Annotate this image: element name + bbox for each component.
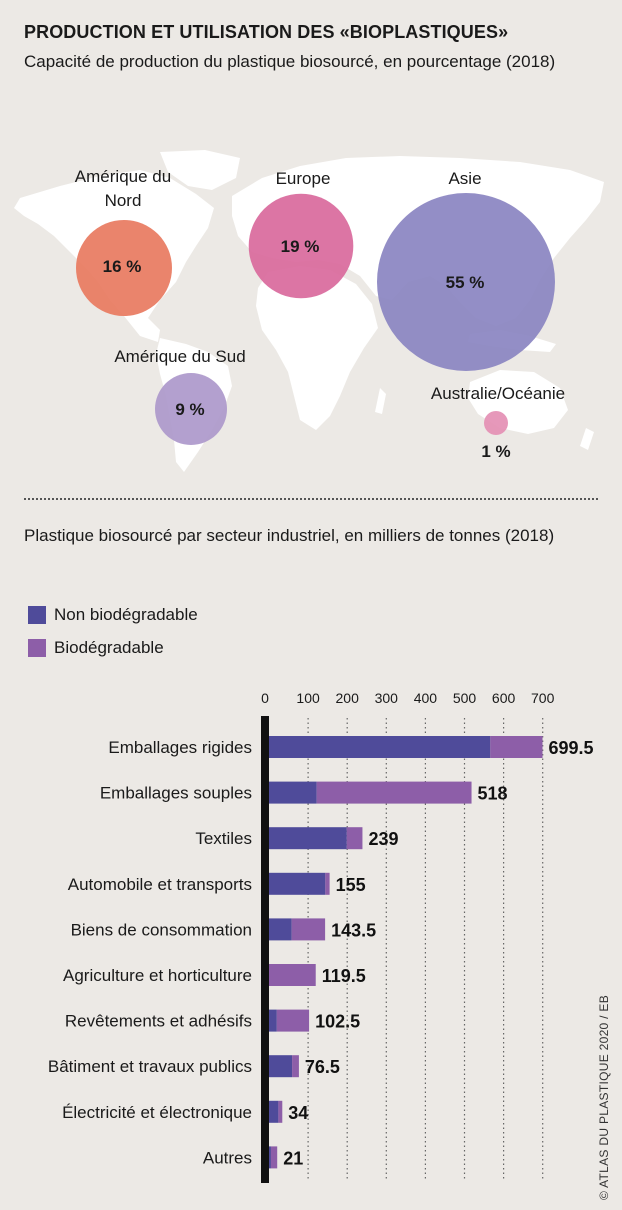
bar-segment-biodegradable (270, 1146, 278, 1169)
new-zealand-shape (580, 428, 594, 450)
africa-shape (256, 266, 378, 430)
region-label-line: Europe (275, 169, 331, 188)
bar-segment-non-biodegradable (269, 736, 491, 758)
region-label-line: Amérique du (74, 167, 172, 186)
x-tick-label: 400 (414, 690, 438, 706)
bubble-value-asia: 55 % (445, 273, 485, 292)
madagascar-shape (375, 388, 386, 414)
bar-segment-biodegradable (325, 872, 330, 895)
bubble-australie-oc-anie (484, 411, 508, 435)
map-subtitle: Capacité de production du plastique bios… (24, 52, 556, 71)
bar-segment-biodegradable (269, 964, 316, 986)
bar-segment-biodegradable (316, 781, 472, 804)
bubble-value-europe: 19 % (280, 237, 320, 256)
region-label-line: Australie/Océanie (430, 384, 566, 403)
bubble-value-south-america: 9 % (175, 400, 205, 419)
region-label-line: Nord (104, 191, 142, 210)
bar-segment-biodegradable (276, 1009, 310, 1032)
bar-segment-non-biodegradable (269, 918, 292, 941)
category-label: Emballages souples (100, 784, 252, 803)
x-tick-label: 0 (261, 690, 269, 706)
legend-item-biodegradable: Biodégradable (28, 638, 164, 658)
legend-swatch (28, 606, 46, 624)
x-tick-label: 500 (453, 690, 477, 706)
bar-segment-non-biodegradable (269, 1009, 277, 1032)
legend-item-non-biodegradable: Non biodégradable (28, 605, 198, 625)
category-label: Autres (203, 1148, 252, 1167)
category-label: Bâtiment et travaux publics (48, 1057, 252, 1076)
y-axis-bar (261, 716, 269, 1183)
region-label-europe: Europe (238, 167, 368, 191)
greenland-shape (160, 150, 240, 190)
bar-segment-biodegradable (490, 736, 543, 758)
sector-bar-chart: 0 100 200 300 400 500 600 700 Emballages rigides… (48, 690, 594, 1183)
bar-total-label: 119.5 (322, 966, 366, 986)
bar-segment-biodegradable (346, 827, 363, 850)
bubble-europe (248, 193, 354, 299)
credit-line: © ATLAS DU PLASTIQUE 2020 / EB (597, 994, 611, 1200)
x-tick-label: 700 (531, 690, 555, 706)
x-tick-label: 600 (492, 690, 516, 706)
world-map (14, 150, 604, 472)
category-label: Revêtements et adhésifs (65, 1012, 252, 1031)
region-label-line: Asie (448, 169, 482, 188)
bar-total-label: 34 (288, 1103, 308, 1123)
bar-segment-non-biodegradable (269, 872, 326, 895)
bubble-value-north-america: 16 % (102, 257, 142, 276)
category-label: Automobile et transports (68, 875, 252, 894)
x-tick-label: 200 (336, 690, 360, 706)
bar-total-label: 21 (283, 1148, 303, 1168)
region-label-asia: Asie (415, 167, 515, 191)
bar-segment-non-biodegradable (269, 827, 347, 850)
bar-segment-non-biodegradable (269, 1146, 271, 1169)
legend-label: Non biodégradable (54, 605, 198, 624)
bar-segment-non-biodegradable (269, 781, 317, 804)
region-label-south-america: Amérique du Sud (100, 345, 260, 369)
bar-segment-biodegradable (278, 1100, 283, 1123)
bar-total-label: 102.5 (315, 1012, 360, 1032)
bar-total-label: 76.5 (305, 1057, 340, 1077)
legend-label: Biodégradable (54, 638, 164, 657)
category-label: Emballages rigides (108, 738, 252, 757)
bubble-am-rique-du-sud (155, 373, 227, 445)
region-label-oceania: Australie/Océanie (416, 382, 580, 406)
x-tick-label: 100 (296, 690, 320, 706)
bar-segment-non-biodegradable (269, 1100, 279, 1123)
bubble-asie (377, 193, 555, 371)
section-divider (24, 498, 598, 500)
category-label: Électricité et électronique (62, 1103, 252, 1122)
bar-total-label: 699.5 (549, 738, 594, 758)
category-label: Agriculture et horticulture (63, 966, 252, 985)
bar-total-label: 155 (336, 875, 366, 895)
bar-segment-biodegradable (292, 1055, 299, 1078)
bar-total-label: 239 (368, 829, 398, 849)
bubble-value-oceania: 1 % (481, 442, 511, 461)
chart-title: PRODUCTION ET UTILISATION DES «BIOPLASTI… (24, 22, 509, 42)
category-label: Biens de consommation (71, 920, 252, 939)
bar-segment-biodegradable (291, 918, 326, 941)
production-bubbles (76, 193, 555, 445)
bar-total-label: 518 (478, 784, 508, 804)
bubble-am-rique-du-nord (76, 220, 172, 316)
legend-swatch (28, 639, 46, 657)
region-label-north-america: Amérique du Nord (58, 165, 188, 213)
x-tick-label: 300 (375, 690, 399, 706)
bar-segment-non-biodegradable (269, 1055, 293, 1078)
sector-subtitle: Plastique biosourcé par secteur industri… (24, 526, 555, 545)
category-label: Textiles (195, 829, 252, 848)
bar-total-label: 143.5 (331, 920, 376, 940)
region-label-line: Amérique du Sud (114, 347, 246, 366)
